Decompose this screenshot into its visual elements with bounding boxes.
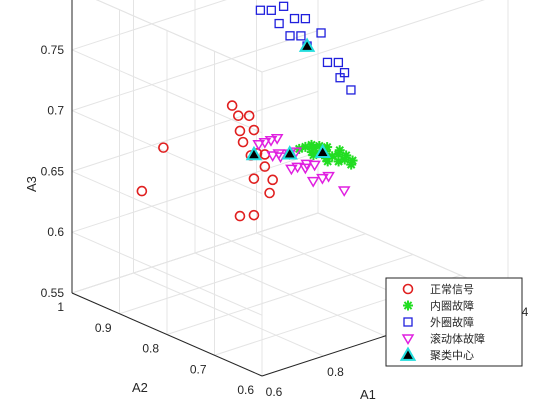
data-point	[322, 156, 333, 167]
data-point	[264, 136, 278, 147]
x-tick-label: 0.6	[266, 385, 283, 399]
data-point	[289, 13, 300, 24]
grid-line	[71, 0, 227, 51]
grid-line	[71, 151, 319, 233]
data-point	[158, 142, 169, 153]
z-tick-label: 0.7	[47, 104, 64, 118]
data-point	[347, 155, 358, 166]
data-point	[322, 57, 333, 68]
data-point	[322, 171, 335, 183]
data-point	[248, 209, 260, 221]
y-tick-label: 0.8	[142, 342, 159, 356]
grid-line	[71, 212, 319, 294]
back-edge	[261, 0, 486, 73]
data-point	[248, 124, 260, 136]
data-point	[234, 125, 246, 137]
grid-line	[71, 49, 263, 134]
data-point	[299, 163, 312, 175]
legend-marker	[401, 334, 415, 345]
legend-marker	[403, 317, 413, 327]
data-point	[314, 143, 331, 159]
data-point	[258, 138, 272, 149]
data-point	[306, 176, 320, 188]
grid-line	[95, 0, 263, 73]
legend-marker	[403, 300, 413, 311]
legend-label: 内圈故障	[430, 299, 474, 313]
data-point	[233, 110, 244, 122]
x-tick-label: 0.8	[327, 365, 344, 379]
data-point	[266, 5, 276, 15]
data-point	[248, 173, 260, 184]
y-tick-label: 0.9	[95, 321, 112, 335]
data-point	[335, 73, 345, 83]
data-point	[333, 57, 344, 68]
z-tick-label: 0.6	[47, 225, 64, 239]
data-point	[285, 31, 295, 41]
grid-line	[166, 254, 414, 335]
series-0	[136, 100, 278, 222]
data-point	[136, 185, 148, 197]
data-point	[255, 5, 266, 15]
data-point	[270, 134, 284, 145]
data-points	[136, 1, 358, 222]
grid-line	[71, 170, 263, 255]
y-tick-label: 1	[57, 300, 64, 314]
z-tick-label: 0.65	[41, 164, 65, 178]
legend-label: 外圈故障	[430, 315, 474, 329]
grid-line	[119, 233, 366, 315]
legend-label: 滚动体故障	[430, 332, 485, 346]
data-point	[278, 1, 289, 11]
y-axis-label: A2	[132, 380, 148, 395]
legend-label: 聚类中心	[430, 348, 474, 362]
data-point	[337, 186, 351, 197]
data-point	[316, 173, 329, 185]
grid-line	[71, 30, 319, 112]
y-tick-label: 0.7	[190, 362, 207, 376]
data-point	[252, 140, 266, 151]
data-point	[316, 28, 326, 38]
z-tick-label: 0.55	[41, 286, 65, 300]
z-tick-label: 0.75	[41, 43, 65, 57]
z-axis-label: A3	[24, 176, 39, 192]
data-point	[300, 13, 311, 24]
data-point	[266, 151, 279, 162]
x-axis-label: A1	[360, 387, 376, 402]
grid-line	[71, 110, 263, 195]
y-axis-line	[71, 292, 263, 377]
data-point	[298, 37, 316, 52]
data-point	[285, 164, 298, 176]
data-point	[308, 160, 321, 172]
grid-line	[71, 90, 319, 172]
data-point	[281, 145, 298, 160]
data-point	[267, 174, 278, 186]
data-point	[245, 145, 263, 161]
data-point	[234, 210, 246, 222]
legend-marker	[402, 283, 414, 295]
y-tick-label: 0.6	[237, 383, 254, 397]
data-point	[237, 136, 249, 148]
legend-label: 正常信号	[430, 283, 474, 296]
grid-line	[71, 231, 263, 316]
data-point	[259, 161, 271, 172]
data-point	[346, 85, 356, 95]
data-point	[291, 162, 304, 174]
data-point	[243, 110, 255, 122]
data-point	[264, 187, 275, 199]
data-point	[296, 31, 306, 41]
data-point	[274, 18, 284, 29]
series-4	[245, 37, 331, 161]
data-point	[334, 145, 345, 156]
data-point	[226, 100, 238, 111]
legend-marker	[399, 346, 417, 361]
